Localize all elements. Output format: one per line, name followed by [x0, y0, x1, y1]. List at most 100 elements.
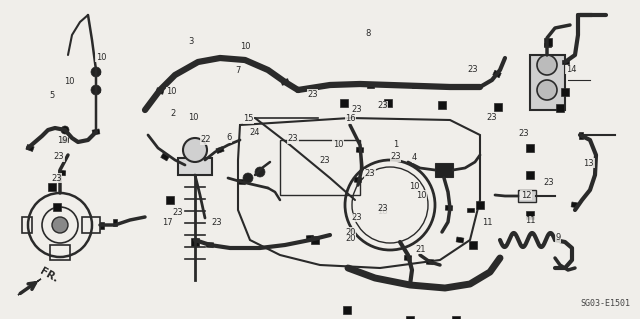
Text: 10: 10	[166, 87, 177, 96]
Text: 4: 4	[412, 153, 417, 162]
Text: 12: 12	[521, 191, 531, 200]
Bar	[518, 190, 536, 202]
Bar	[280, 140, 360, 195]
Circle shape	[52, 217, 68, 233]
Text: 23: 23	[51, 174, 61, 182]
Text: 10: 10	[410, 182, 420, 191]
Text: 3: 3	[188, 37, 193, 46]
Bar	[367, 84, 374, 88]
Bar	[93, 70, 99, 74]
Text: 10: 10	[64, 77, 74, 86]
Text: 10: 10	[96, 53, 106, 62]
Bar	[493, 70, 501, 78]
Bar	[281, 79, 289, 85]
Text: 11: 11	[525, 216, 535, 225]
Bar	[469, 241, 477, 249]
Bar	[579, 131, 584, 138]
Bar	[317, 84, 323, 88]
Text: 20: 20	[346, 228, 356, 237]
Bar	[22, 217, 32, 233]
Text: 21: 21	[416, 245, 426, 254]
Text: 23: 23	[544, 178, 554, 187]
Text: 16: 16	[346, 114, 356, 123]
Circle shape	[537, 55, 557, 75]
Bar	[48, 183, 56, 191]
Text: 23: 23	[352, 105, 362, 114]
Bar	[526, 171, 534, 179]
Bar	[561, 60, 568, 64]
Bar	[438, 101, 446, 109]
Text: 23: 23	[365, 169, 375, 178]
Bar	[156, 88, 164, 94]
Bar	[311, 236, 319, 244]
Bar	[53, 203, 61, 211]
Polygon shape	[178, 158, 212, 175]
Text: 23: 23	[378, 204, 388, 213]
Bar	[526, 144, 534, 152]
Bar	[412, 84, 419, 88]
Text: 10: 10	[416, 191, 426, 200]
Bar	[561, 88, 569, 96]
Text: 15: 15	[243, 114, 253, 123]
Polygon shape	[18, 279, 41, 295]
Text: 17: 17	[163, 218, 173, 227]
Bar	[343, 306, 351, 314]
Bar	[476, 201, 484, 209]
Text: 10: 10	[241, 42, 251, 51]
Bar	[356, 147, 364, 153]
Bar	[92, 129, 100, 135]
Bar	[61, 137, 68, 143]
Text: 23: 23	[320, 156, 330, 165]
Text: 20: 20	[346, 234, 356, 243]
Bar	[406, 316, 414, 319]
Text: 23: 23	[352, 213, 362, 222]
Bar	[216, 146, 224, 153]
Bar	[340, 99, 348, 107]
Bar	[435, 163, 453, 177]
Text: 24: 24	[250, 128, 260, 137]
Text: 10: 10	[333, 140, 343, 149]
Bar	[451, 84, 458, 88]
Bar	[100, 221, 104, 228]
Circle shape	[91, 85, 101, 95]
Bar	[543, 42, 550, 48]
Bar	[494, 103, 502, 111]
Text: 18: 18	[378, 207, 388, 216]
Bar	[161, 153, 169, 161]
Text: 6: 6	[227, 133, 232, 142]
Bar	[238, 179, 246, 185]
Text: 7: 7	[236, 66, 241, 75]
Text: 10: 10	[188, 113, 198, 122]
Circle shape	[61, 126, 69, 134]
Bar	[50, 245, 70, 260]
Bar	[82, 217, 100, 233]
Bar	[426, 259, 434, 265]
Circle shape	[183, 138, 207, 162]
Text: FR.: FR.	[38, 266, 60, 284]
Bar	[452, 316, 460, 319]
Bar	[113, 219, 118, 226]
Text: 23: 23	[486, 113, 497, 122]
Text: 23: 23	[390, 152, 401, 161]
Bar	[467, 208, 474, 212]
Bar	[191, 238, 199, 246]
Text: 11: 11	[483, 218, 493, 227]
Bar	[307, 235, 314, 241]
Text: 1: 1	[393, 140, 398, 149]
Bar	[445, 205, 452, 211]
Text: SG03-E1501: SG03-E1501	[580, 299, 630, 308]
Text: 23: 23	[378, 101, 388, 110]
Text: 23: 23	[467, 65, 477, 74]
Circle shape	[91, 67, 101, 77]
Bar	[384, 99, 392, 107]
Bar	[355, 177, 362, 183]
Text: 23: 23	[211, 218, 221, 227]
Text: 23: 23	[518, 129, 529, 138]
Text: 2: 2	[170, 109, 175, 118]
Circle shape	[243, 173, 253, 183]
Bar	[93, 87, 99, 93]
Text: 9: 9	[556, 233, 561, 242]
Text: 22: 22	[201, 135, 211, 144]
Text: 23: 23	[288, 134, 298, 143]
Text: 23: 23	[54, 152, 64, 161]
